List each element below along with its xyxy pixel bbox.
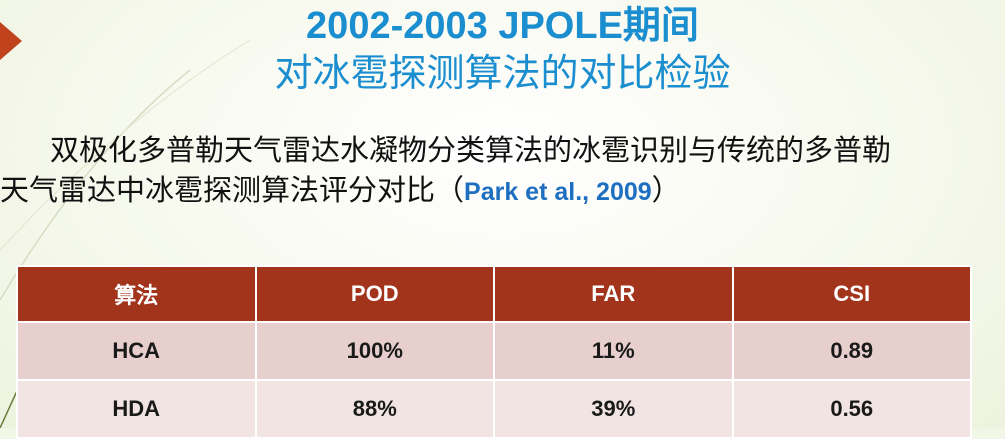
body-line-1: 双极化多普勒天气雷达水凝物分类算法的冰雹识别与传统的多普勒 xyxy=(50,133,892,167)
cell-algorithm: HCA xyxy=(16,321,257,381)
table-row: HCA 100% 11% 0.89 xyxy=(16,321,972,381)
slide-title-line-1: 2002-2003 JPOLE期间 xyxy=(306,5,699,47)
table-row: HDA 88% 39% 0.56 xyxy=(16,379,972,439)
cell-algorithm: HDA xyxy=(16,379,257,439)
decorative-curve xyxy=(0,39,251,251)
body-line-2-close: ） xyxy=(651,173,681,207)
header-algorithm: 算法 xyxy=(16,265,257,323)
cell-pod: 100% xyxy=(254,321,495,381)
decorative-curve xyxy=(0,69,191,301)
slide-decoration xyxy=(0,22,251,428)
results-table: 算法 POD FAR CSI HCA 100% 11% 0.89 HDA 88%… xyxy=(16,265,972,439)
header-csi: CSI xyxy=(731,265,972,323)
cell-csi: 0.89 xyxy=(731,321,972,381)
slide-title-line-2: 对冰雹探测算法的对比检验 xyxy=(274,53,731,95)
header-far: FAR xyxy=(493,265,734,323)
body-line-2: 天气雷达中冰雹探测算法评分对比（Park et al., 2009） xyxy=(0,170,681,212)
cell-csi: 0.56 xyxy=(731,379,972,439)
arrow-marker-icon xyxy=(0,22,22,60)
cell-far: 39% xyxy=(493,379,734,439)
header-pod: POD xyxy=(254,265,495,323)
cell-far: 11% xyxy=(493,321,734,381)
table-header-row: 算法 POD FAR CSI xyxy=(16,265,972,323)
cell-pod: 88% xyxy=(254,379,495,439)
citation: Park et al., 2009 xyxy=(464,178,652,206)
body-line-2-text: 天气雷达中冰雹探测算法评分对比（ xyxy=(0,173,465,207)
